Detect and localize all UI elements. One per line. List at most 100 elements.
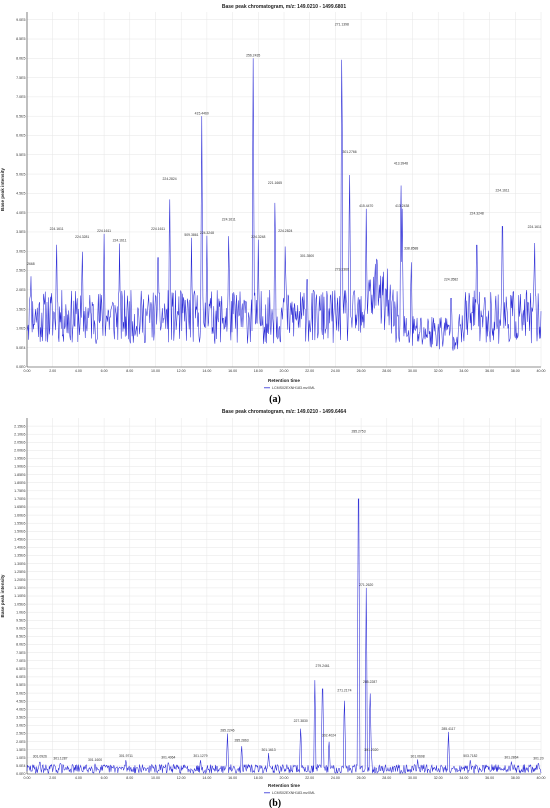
x-tick-label: 24.00 bbox=[331, 369, 340, 373]
x-tick-label: 22.00 bbox=[305, 776, 314, 780]
peak-label: 224.1611 bbox=[222, 217, 236, 221]
y-tick-label: 5.0E4 bbox=[16, 764, 25, 768]
peak-label: 301.2766 bbox=[342, 150, 356, 154]
peak-label: 301.1600 bbox=[88, 758, 102, 762]
x-tick-label: 34.00 bbox=[459, 776, 468, 780]
y-tick-label: 1.90E6 bbox=[14, 465, 25, 469]
y-tick-label: 3.0E5 bbox=[16, 724, 25, 728]
y-tick-label: 2.0E5 bbox=[16, 740, 25, 744]
peak-label: 224.1611 bbox=[496, 189, 510, 193]
x-tick-label: 20.00 bbox=[280, 369, 289, 373]
y-tick-label: 8.5E5 bbox=[16, 37, 25, 41]
x-tick-label: 16.00 bbox=[228, 369, 237, 373]
x-tick-label: 4.00 bbox=[75, 776, 82, 780]
y-tick-label: 6.5E5 bbox=[16, 667, 25, 671]
y-tick-label: 1.5E5 bbox=[16, 748, 25, 752]
legend-label: LCMS02EXNH183.mzXML bbox=[272, 386, 315, 390]
x-tick-label: 8.00 bbox=[126, 776, 133, 780]
x-tick-label: 18.00 bbox=[254, 369, 263, 373]
y-tick-label: 1.25E6 bbox=[14, 570, 25, 574]
peak-label: 271.2174 bbox=[337, 688, 351, 692]
peak-label: 224.2824 bbox=[278, 229, 292, 233]
y-tick-label: 3.0E5 bbox=[16, 249, 25, 253]
x-tick-label: 12.00 bbox=[177, 776, 186, 780]
x-tick-label: 6.00 bbox=[101, 776, 108, 780]
y-tick-label: 6.0E5 bbox=[16, 134, 25, 138]
series-line bbox=[26, 58, 542, 351]
y-tick-label: 7.5E5 bbox=[16, 76, 25, 80]
y-tick-label: 1.60E6 bbox=[14, 513, 25, 517]
x-tick-label: 16.00 bbox=[228, 776, 237, 780]
x-tick-label: 28.00 bbox=[382, 369, 391, 373]
peak-label: 224.1611 bbox=[113, 239, 127, 243]
y-tick-label: 6.0E5 bbox=[16, 675, 25, 679]
y-tick-label: 9.5E5 bbox=[16, 618, 25, 622]
peak-label: 285.4117 bbox=[442, 727, 456, 731]
x-axis-label: Retention time bbox=[268, 378, 300, 383]
y-tick-label: 1.0E6 bbox=[16, 610, 25, 614]
y-tick-label: 2.0E5 bbox=[16, 288, 25, 292]
y-tick-label: 2.5E5 bbox=[16, 732, 25, 736]
peak-label: 413.2438 bbox=[395, 204, 409, 208]
panel-label: (b) bbox=[269, 798, 281, 808]
series-line bbox=[26, 498, 542, 775]
peak-label: 301.0926 bbox=[33, 755, 47, 759]
peak-label: 221.1665 bbox=[268, 181, 282, 185]
y-tick-label: 1.05E6 bbox=[14, 602, 25, 606]
y-tick-label: 5.0E4 bbox=[16, 346, 25, 350]
peak-label: 301.4064 bbox=[161, 755, 175, 759]
x-tick-label: 22.00 bbox=[305, 369, 314, 373]
peak-label: 301.3500 bbox=[300, 254, 314, 258]
x-tick-label: 38.00 bbox=[511, 776, 520, 780]
x-tick-label: 26.00 bbox=[357, 369, 366, 373]
x-tick-label: 18.00 bbox=[254, 776, 263, 780]
peak-label: 285.2863 bbox=[235, 738, 249, 742]
y-tick-label: 7.0E5 bbox=[16, 659, 25, 663]
y-tick-label: 1.70E6 bbox=[14, 497, 25, 501]
peak-label: 285.2287 bbox=[363, 680, 377, 684]
y-tick-label: 5.5E5 bbox=[16, 153, 25, 157]
y-tick-label: 1.30E6 bbox=[14, 562, 25, 566]
x-tick-label: 0.00 bbox=[24, 776, 31, 780]
y-tick-label: 8.5E5 bbox=[16, 635, 25, 639]
x-tick-label: 20.00 bbox=[280, 776, 289, 780]
chart-a: Base peak chromatogram, m/z: 149.0210 - … bbox=[0, 4, 546, 405]
y-tick-label: 8.0E5 bbox=[16, 57, 25, 61]
x-tick-label: 26.00 bbox=[357, 776, 366, 780]
y-tick-label: 1.45E6 bbox=[14, 538, 25, 542]
peak-label: 301.2020 bbox=[364, 748, 378, 752]
panel-label: (a) bbox=[269, 394, 281, 405]
peak-label: 301.20 bbox=[533, 756, 543, 760]
y-tick-label: 1.40E6 bbox=[14, 546, 25, 550]
y-tick-label: 5.5E5 bbox=[16, 683, 25, 687]
y-tick-label: 4.0E5 bbox=[16, 707, 25, 711]
x-tick-label: 28.00 bbox=[382, 776, 391, 780]
x-tick-label: 34.00 bbox=[459, 369, 468, 373]
peak-label: 224.1611 bbox=[97, 229, 111, 233]
y-tick-label: 2.15E6 bbox=[14, 424, 25, 428]
x-tick-label: 32.00 bbox=[434, 369, 443, 373]
peak-label: 271.1398 bbox=[335, 23, 349, 27]
peak-label: 224.1611 bbox=[528, 225, 542, 229]
y-tick-label: 4.5E5 bbox=[16, 192, 25, 196]
y-tick-label: 0.0E0 bbox=[16, 365, 25, 369]
peak-label: 2668 bbox=[27, 262, 35, 266]
y-tick-label: 4.5E5 bbox=[16, 699, 25, 703]
y-tick-label: 1.65E6 bbox=[14, 505, 25, 509]
x-tick-label: 38.00 bbox=[511, 369, 520, 373]
peak-label: 271.2620 bbox=[359, 583, 373, 587]
x-tick-label: 36.00 bbox=[485, 369, 494, 373]
peak-label: 301.1613 bbox=[262, 748, 276, 752]
y-axis-label: Base peak intensity bbox=[0, 574, 5, 617]
y-tick-label: 1.5E5 bbox=[16, 307, 25, 311]
x-axis-label: Retention time bbox=[268, 783, 300, 788]
y-tick-label: 1.0E5 bbox=[16, 756, 25, 760]
peak-label: 285.2246 bbox=[220, 729, 234, 733]
y-tick-label: 5.0E5 bbox=[16, 691, 25, 695]
x-tick-label: 36.00 bbox=[485, 776, 494, 780]
peak-label: 224.3248 bbox=[200, 231, 214, 235]
x-tick-label: 40.00 bbox=[537, 776, 546, 780]
y-tick-label: 5.0E5 bbox=[16, 172, 25, 176]
peak-label: 224.3582 bbox=[444, 277, 458, 281]
y-tick-label: 1.0E5 bbox=[16, 327, 25, 331]
